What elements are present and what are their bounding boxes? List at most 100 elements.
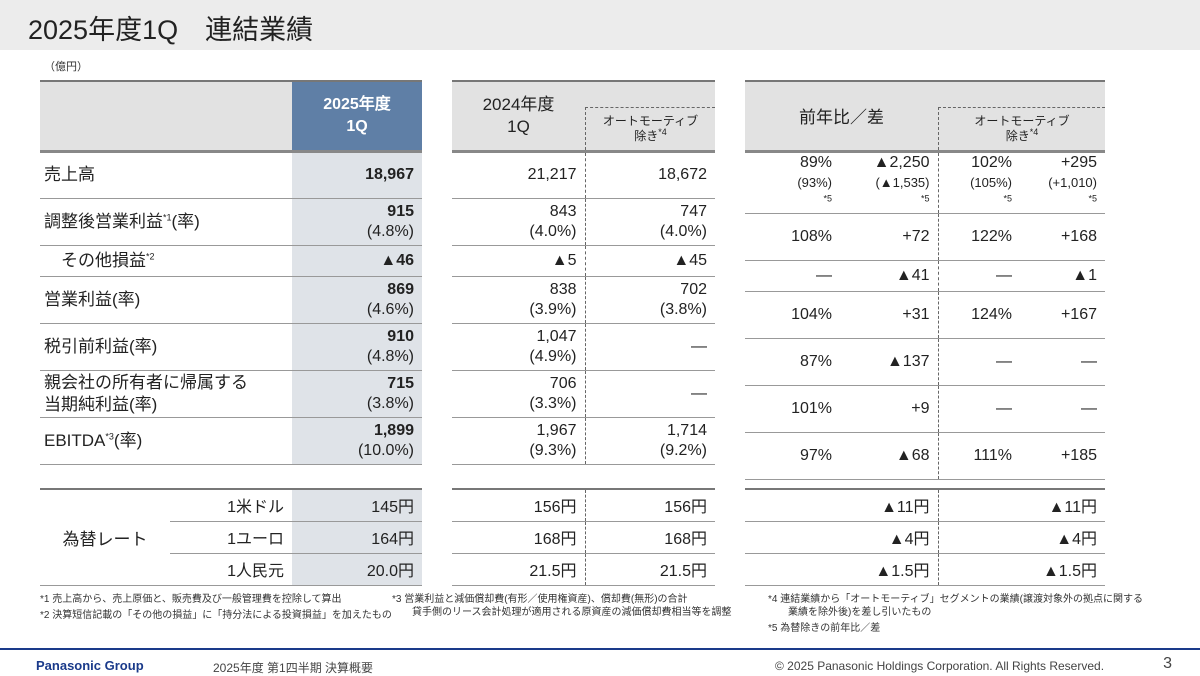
fy2024-auto-cell: 702 (3.8%) [584,276,715,324]
table-row: 1,967 (9.3%) 1,714 (9.2%) [452,417,715,465]
header-row: 前年比／差 オートモーティブ 除き*4 [745,80,1105,153]
auto-diff-cell-value: +168 [1060,227,1097,245]
fy2024-cell: 706 (3.3%) [452,370,585,418]
fy2024-cell: 21,217 [452,151,585,199]
auto-pct-cell-value: ― [996,352,1012,370]
page-number: 3 [1163,655,1172,672]
fy2024-auto-cell-value: 747 [680,202,707,220]
fx-fy2025: 145円 [292,488,422,522]
brand-logo: Panasonic Group [36,658,144,673]
auto-pct-cell: 122% [937,213,1020,261]
yoy-diff-cell-value: +72 [902,227,930,245]
row-label: 売上高 [40,151,292,199]
yoy-pct-cell: 104% [745,291,840,339]
fx-row: 1人民元 20.0円 [40,553,422,586]
fy2024-cell: 838 (3.9%) [452,276,585,324]
auto-diff-cell: +167 [1020,291,1105,339]
yoy-pct-cell-value: 104% [791,305,832,323]
fy2025-cell-value: 910 [387,327,414,345]
auto-diff-cell: +295 (+1,010) *5 [1020,151,1105,214]
fy2024-auto-cell: 18,672 [584,151,715,199]
fx-row: 21.5円 21.5円 [452,553,715,586]
yoy-diff-cell-value: ▲41 [895,266,930,284]
footnote-ref: *2 [146,250,155,261]
header-auto-excl: オートモーティブ 除き*4 [938,80,1105,153]
row-label-suffix: (率) [171,211,200,231]
fy2024-auto-cell: 747 (4.0%) [584,198,715,246]
header-auto-excl: オートモーティブ 除き*4 [585,80,715,153]
yoy-pct-cell: 89% (93%) *5 [745,151,840,214]
fx-fy2024: 156円 [452,488,585,522]
footnote-ref: *5 [1088,193,1097,204]
auto-diff-cell-value: +185 [1060,446,1097,464]
fx-yoy-diff: ▲4円 [745,521,939,554]
auto-diff-cell-value: ― [1081,399,1097,417]
fy2024-cell-value: ▲5 [551,251,577,269]
fx-auto-diff: ▲1.5円 [937,553,1106,586]
table-row: 108% +72 122% +168 [745,213,1105,261]
fx-currency: 1人民元 [170,553,292,586]
fy2024-cell-sub: (9.3%) [529,441,577,459]
yoy-pct-cell-value: 87% [799,352,832,370]
unit-label: （億円） [44,61,88,73]
fy2024-auto-cell: ▲45 [584,245,715,277]
fy2025-cell-sub: (4.8%) [366,222,414,240]
auto-pct-cell-value: 124% [971,305,1012,323]
row-label-text: 調整後営業利益 [44,211,163,231]
footnote-ref: *5 [1003,193,1012,204]
fy2024-auto-cell-value: 702 [680,280,707,298]
fx-row: 156円 156円 [452,488,715,522]
footnote-4-cont: 業績を除外後)を差し引いたもの [768,607,932,618]
yoy-pct-cell: 97% [745,432,840,480]
yoy-diff-cell: ▲68 [840,432,938,480]
table-row: 838 (3.9%) 702 (3.8%) [452,276,715,324]
footnote-3: *3 営業利益と減価償却費(有形／使用権資産)、償却費(無形)の合計 [392,594,688,605]
row-label-text: 営業利益(率) [44,289,141,309]
footnote-2: *2 決算短信記載の「その他の損益」に「持分法による投資損益」を加えたもの [40,610,392,621]
fy2025-cell-sub: (10.0%) [357,441,414,459]
yoy-diff-cell-sub-line: (▲1,535) *5 [848,173,930,213]
fx-table-yoy: ▲11円 ▲11円 ▲4円 ▲4円 ▲1.5円 ▲1.5円 [745,488,1106,586]
fx-auto-diff: ▲4円 [937,521,1106,554]
fy2024-auto-cell-value: ― [691,384,707,402]
row-label: 親会社の所有者に帰属する 当期純利益(率) [40,370,292,418]
yoy-pct-cell-value: ― [816,266,832,284]
row-label: EBITDA*3(率) [40,417,292,465]
table-row: 843 (4.0%) 747 (4.0%) [452,198,715,246]
fy2025-cell-sub: (3.8%) [366,394,414,412]
table-row: 87% ▲137 ― ― [745,338,1105,386]
fy2024-auto-cell-value: 18,672 [658,166,707,183]
yoy-diff-cell: ▲41 [840,260,938,292]
row-label-text: EBITDA [44,430,106,450]
auto-excl-label: オートモーティブ 除き*4 [585,106,715,150]
auto-diff-cell-value: +295 [1060,153,1097,171]
header-text: 2024年度 1Q [482,94,555,136]
fy2024-cell: 843 (4.0%) [452,198,585,246]
fx-row: ▲11円 ▲11円 [745,488,1106,522]
fy2025-cell: 869 (4.6%) [292,276,422,324]
fx-fy2024-auto: 168円 [584,521,715,554]
table-row: 21,217 18,672 [452,151,715,199]
auto-pct-cell-value: ― [996,266,1012,284]
fy2025-cell: 1,899 (10.0%) [292,417,422,465]
header-fy2025: 2025年度 1Q [292,80,422,153]
fy2024-cell: 1,967 (9.3%) [452,417,585,465]
row-label-text: 税引前利益(率) [44,336,158,356]
yoy-pct-cell-sub: (93%) [797,174,832,190]
row-label-text: 親会社の所有者に帰属する 当期純利益(率) [44,372,248,414]
header-text: オートモーティブ 除き*4 [602,113,699,143]
table-row: 調整後営業利益*1(率) 915 (4.8%) [40,198,422,246]
auto-diff-cell-value: +167 [1060,305,1097,323]
footnote-ref: *5 [920,193,930,204]
header-row: 2025年度 1Q [40,80,422,153]
row-label: 調整後営業利益*1(率) [40,198,292,246]
table-row: ▲5 ▲45 [452,245,715,277]
row-label: その他損益*2 [40,245,292,277]
auto-excl-label: オートモーティブ 除き*4 [938,106,1105,150]
fy2025-cell-value: 1,899 [373,421,414,439]
yoy-diff-cell: +9 [840,385,938,433]
auto-pct-cell: ― [937,338,1020,386]
auto-diff-cell-sub-line: (+1,010) *5 [1028,173,1097,213]
table-row: ― ▲41 ― ▲1 [745,260,1105,292]
fx-row: 1ユーロ 164円 [40,521,422,554]
